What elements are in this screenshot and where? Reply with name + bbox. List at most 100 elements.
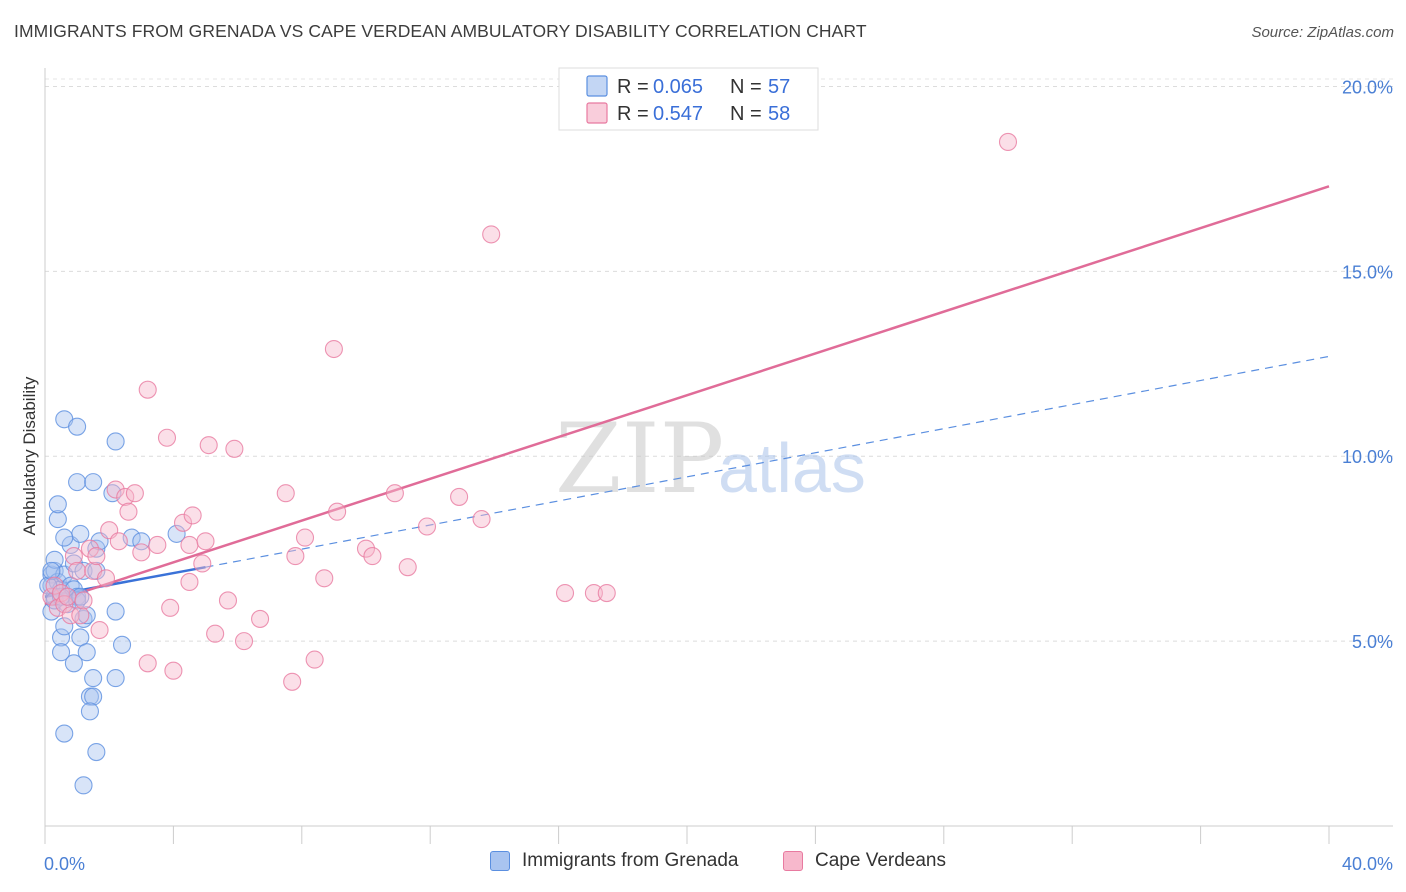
point-cape-verdean: [417, 517, 437, 536]
y-tick-label: 20.0%: [1342, 77, 1393, 97]
point-cape-verdean: [106, 480, 125, 499]
point-cape-verdean: [157, 428, 177, 447]
point-grenada: [77, 643, 96, 662]
point-cape-verdean: [173, 513, 193, 532]
point-cape-verdean: [199, 436, 218, 455]
legend-box: R = 0.065 N = 57 R = 0.547 N = 58: [558, 67, 819, 131]
point-cape-verdean: [138, 380, 157, 399]
legend-swatch-cape-verdeans: [783, 851, 803, 871]
point-cape-verdean: [87, 547, 106, 566]
point-cape-verdean: [225, 439, 244, 458]
point-grenada: [51, 643, 71, 662]
grid-lines: [45, 78, 1393, 642]
point-cape-verdean: [90, 620, 109, 640]
y-tick-label: 10.0%: [1342, 447, 1393, 467]
point-grenada: [71, 524, 90, 543]
watermark-zip: ZIP: [555, 403, 724, 515]
point-grenada: [106, 669, 125, 688]
legend-r-value-blue: 0.065: [653, 76, 703, 98]
legend-r-label-pink: R =: [617, 103, 649, 125]
trend-line-cape-verdeans: [44, 185, 1330, 606]
point-cape-verdean: [218, 591, 238, 610]
point-grenada: [55, 528, 74, 547]
point-cape-verdean: [196, 532, 215, 551]
point-cape-verdean: [305, 650, 324, 669]
point-cape-verdean: [180, 535, 199, 555]
point-cape-verdean: [125, 484, 144, 503]
point-grenada: [87, 742, 106, 762]
legend-swatch-grenada: [490, 851, 510, 871]
point-grenada: [84, 473, 103, 492]
point-cape-verdean: [132, 543, 151, 562]
point-grenada: [80, 702, 99, 721]
point-cape-verdean: [80, 539, 99, 558]
point-grenada: [55, 617, 74, 636]
point-grenada: [64, 654, 83, 673]
point-cape-verdean: [74, 591, 93, 610]
legend-swatch-pink: [586, 102, 608, 124]
point-cape-verdean: [71, 606, 90, 625]
legend-r-value-pink: 0.547: [653, 103, 703, 125]
point-grenada: [68, 473, 87, 492]
point-grenada: [48, 495, 67, 514]
bottom-legend-item-cape-verdeans: Cape Verdeans: [783, 850, 946, 872]
x-tick-label: 0.0%: [44, 854, 85, 874]
watermark-atlas: atlas: [718, 429, 866, 507]
point-cape-verdean: [148, 535, 167, 555]
point-cape-verdean: [555, 584, 575, 603]
point-cape-verdean: [183, 506, 202, 525]
point-cape-verdean: [119, 502, 138, 521]
point-grenada: [112, 635, 132, 654]
point-cape-verdean: [68, 561, 87, 580]
point-grenada: [51, 628, 71, 647]
bottom-legend-label-grenada: Immigrants from Grenada: [522, 850, 739, 871]
point-cape-verdean: [450, 487, 469, 506]
point-cape-verdean: [58, 587, 77, 606]
point-grenada: [77, 606, 96, 625]
point-cape-verdean: [398, 558, 417, 577]
point-grenada: [84, 669, 103, 688]
point-cape-verdean: [286, 547, 305, 566]
point-cape-verdean: [206, 624, 225, 643]
point-cape-verdean: [328, 502, 347, 521]
y-axis-label: Ambulatory Disability: [20, 376, 39, 535]
point-cape-verdean: [283, 672, 302, 691]
point-grenada: [167, 524, 186, 543]
legend-n-value-blue: 57: [768, 76, 790, 98]
point-cape-verdean: [180, 572, 199, 592]
legend-n-label-pink: N =: [730, 103, 762, 125]
trend-line-grenada-dashed: [205, 355, 1330, 568]
point-cape-verdean: [472, 510, 491, 529]
point-cape-verdean: [324, 339, 343, 359]
point-cape-verdean: [295, 528, 315, 547]
trend-line-grenada: [44, 565, 206, 598]
point-cape-verdean: [96, 569, 116, 588]
point-cape-verdean: [251, 609, 270, 628]
point-grenada: [45, 550, 64, 569]
point-grenada: [84, 687, 103, 706]
point-cape-verdean: [363, 547, 382, 566]
point-grenada: [55, 724, 74, 743]
point-cape-verdean: [61, 606, 80, 625]
point-cape-verdean: [193, 554, 212, 573]
point-grenada: [42, 561, 61, 580]
axes: [44, 68, 1393, 844]
chart-title: IMMIGRANTS FROM GRENADA VS CAPE VERDEAN …: [14, 21, 867, 41]
point-cape-verdean: [584, 584, 603, 603]
data-points: [39, 132, 1018, 795]
point-cape-verdean: [64, 547, 83, 566]
point-grenada: [106, 432, 125, 451]
tick-labels: 5.0% 10.0% 15.0% 20.0% 0.0% 40.0%: [44, 77, 1393, 874]
legend-swatch-blue: [586, 75, 608, 97]
point-cape-verdean: [234, 632, 254, 651]
point-cape-verdean: [597, 584, 616, 603]
point-cape-verdean: [315, 569, 334, 588]
y-tick-label: 15.0%: [1342, 262, 1393, 282]
point-cape-verdean: [356, 539, 376, 558]
point-cape-verdean: [276, 484, 295, 503]
point-cape-verdean: [385, 484, 404, 503]
point-grenada: [48, 510, 67, 529]
legend-r-label-blue: R =: [617, 76, 649, 98]
trend-lines: [44, 185, 1330, 606]
point-cape-verdean: [161, 598, 180, 617]
